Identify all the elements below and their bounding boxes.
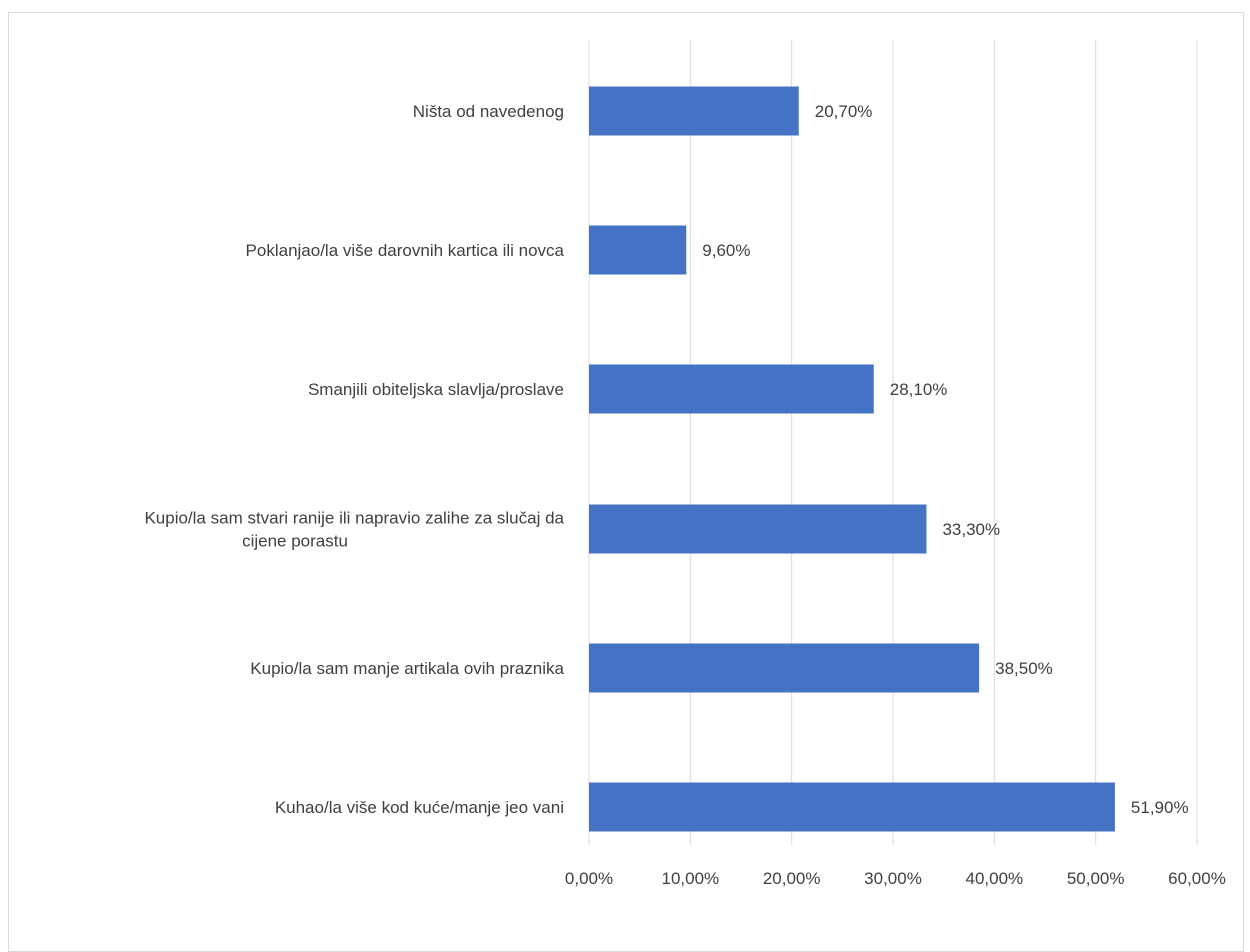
bar	[589, 504, 927, 554]
bar	[589, 86, 799, 136]
bar	[589, 643, 980, 693]
bar	[589, 782, 1115, 832]
x-tick-label: 40,00%	[965, 869, 1023, 888]
data-label: 51,90%	[1131, 798, 1189, 817]
category-label: Kupio/la sam stvari ranije ili napravio …	[144, 509, 564, 528]
data-label: 9,60%	[702, 241, 750, 260]
x-tick-label: 50,00%	[1067, 869, 1125, 888]
data-label: 20,70%	[815, 102, 873, 121]
x-tick-label: 0,00%	[565, 869, 613, 888]
x-tick-label: 10,00%	[661, 869, 719, 888]
category-label: Smanjili obiteljska slavlja/proslave	[308, 380, 564, 399]
x-tick-label: 30,00%	[864, 869, 922, 888]
category-label: Kupio/la sam manje artikala ovih praznik…	[250, 659, 564, 678]
x-tick-label: 60,00%	[1168, 869, 1226, 888]
category-label: cijene porastu	[242, 532, 348, 551]
data-label: 33,30%	[942, 520, 1000, 539]
x-tick-label: 20,00%	[763, 869, 821, 888]
bar	[589, 364, 874, 414]
category-label: Poklanjao/la više darovnih kartica ili n…	[246, 241, 565, 260]
category-label: Ništa od navedenog	[413, 102, 564, 121]
data-label: 28,10%	[890, 380, 948, 399]
category-label: Kuhao/la više kod kuće/manje jeo vani	[275, 798, 564, 817]
bar	[589, 225, 687, 275]
data-label: 38,50%	[995, 659, 1053, 678]
